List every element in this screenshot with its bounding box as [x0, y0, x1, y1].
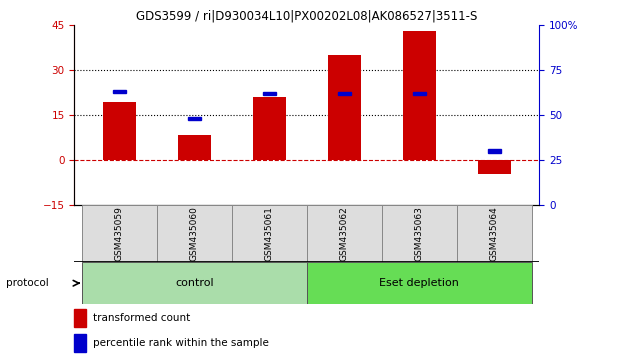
Bar: [252, 97, 286, 160]
FancyBboxPatch shape: [382, 205, 457, 262]
Text: control: control: [175, 278, 214, 288]
Text: protocol: protocol: [6, 278, 49, 288]
Bar: [263, 92, 276, 95]
Bar: [338, 92, 351, 95]
Text: GSM435061: GSM435061: [265, 206, 274, 261]
Bar: [413, 92, 426, 95]
Bar: [402, 31, 436, 160]
FancyBboxPatch shape: [457, 205, 532, 262]
Text: percentile rank within the sample: percentile rank within the sample: [93, 338, 269, 348]
Bar: [477, 160, 512, 174]
Text: GSM435064: GSM435064: [490, 206, 499, 261]
FancyBboxPatch shape: [307, 205, 382, 262]
Bar: [177, 135, 211, 160]
Text: Eset depletion: Eset depletion: [379, 278, 459, 288]
Text: transformed count: transformed count: [93, 313, 190, 323]
Text: GSM435059: GSM435059: [115, 206, 124, 261]
FancyBboxPatch shape: [82, 205, 157, 262]
Bar: [102, 102, 136, 160]
FancyBboxPatch shape: [157, 205, 232, 262]
Bar: [488, 149, 501, 153]
Bar: [188, 117, 201, 120]
FancyBboxPatch shape: [82, 262, 307, 304]
Text: GSM435063: GSM435063: [415, 206, 424, 261]
Text: GSM435062: GSM435062: [340, 206, 349, 261]
Bar: [327, 55, 361, 160]
Title: GDS3599 / ri|D930034L10|PX00202L08|AK086527|3511-S: GDS3599 / ri|D930034L10|PX00202L08|AK086…: [136, 9, 477, 22]
Bar: [113, 90, 126, 93]
Bar: [74, 309, 86, 327]
FancyBboxPatch shape: [307, 262, 532, 304]
FancyBboxPatch shape: [232, 205, 307, 262]
Bar: [74, 334, 86, 352]
Text: GSM435060: GSM435060: [190, 206, 199, 261]
